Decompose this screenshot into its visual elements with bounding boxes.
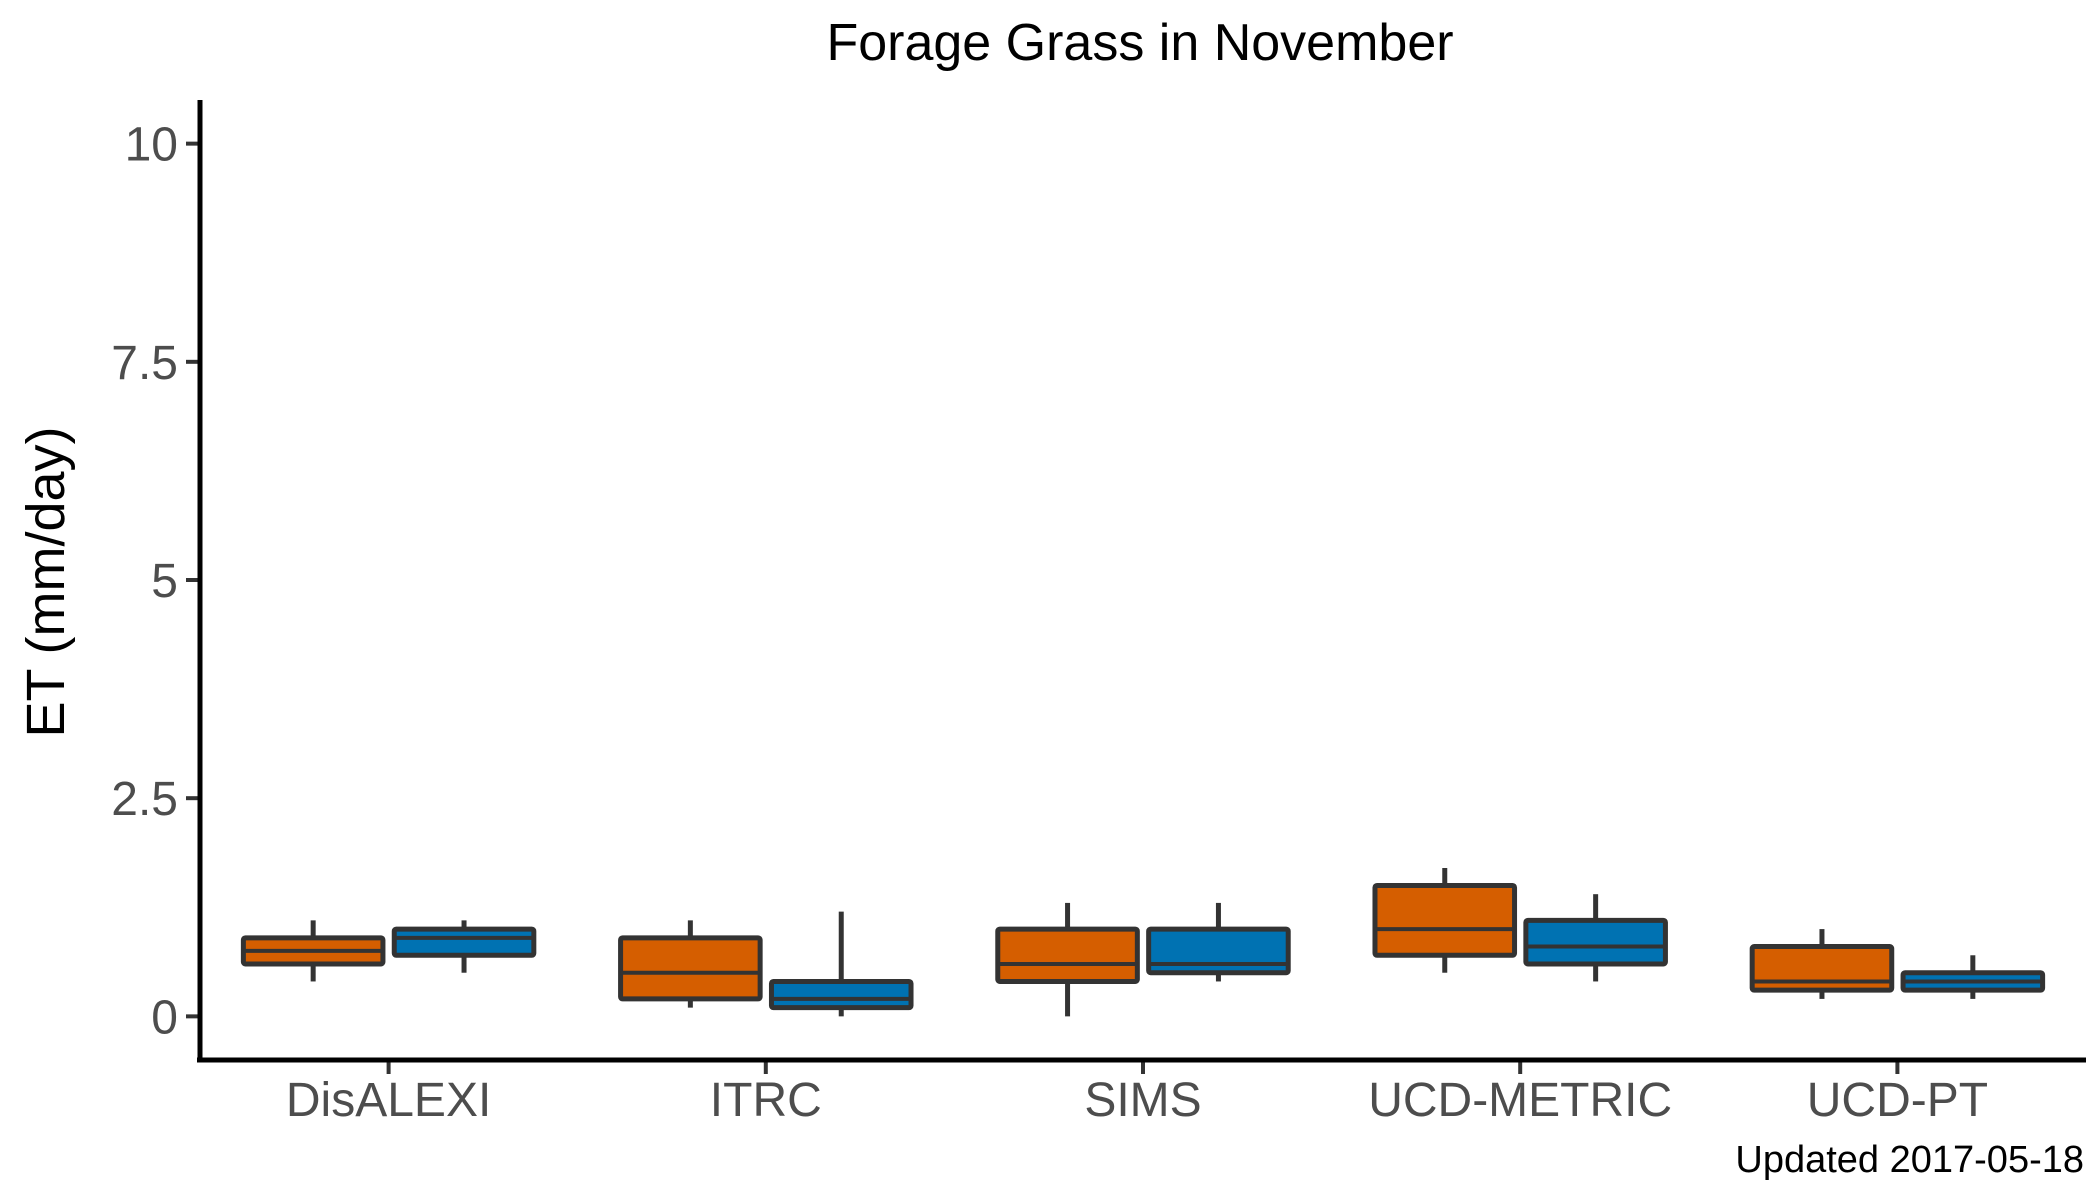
y-tick-label: 10 <box>125 119 178 172</box>
x-tick-label: SIMS <box>1084 1074 1201 1127</box>
chart-title: Forage Grass in November <box>826 14 1453 72</box>
box-body <box>1372 882 1518 958</box>
box-body <box>1146 926 1291 976</box>
box-disalexi-series-2 <box>391 920 537 973</box>
box-body <box>391 926 537 958</box>
x-tick-label: UCD-PT <box>1807 1074 1988 1127</box>
x-tick-label: DisALEXI <box>286 1074 491 1127</box>
y-tick-label: 2.5 <box>111 773 178 826</box>
x-axis-ticks: DisALEXI ITRC SIMS UCD-METRIC UCD-PT <box>286 1060 1988 1127</box>
box-ucd-pt-series-2 <box>1900 955 2046 999</box>
y-tick-label: 7.5 <box>111 337 178 390</box>
box-ucd-pt-series-1 <box>1749 929 1895 999</box>
box-ucd-metric-series-2 <box>1523 894 1668 982</box>
box-itrc-series-2 <box>768 911 914 1017</box>
y-tick-label: 0 <box>151 991 178 1044</box>
box-plots <box>240 868 2046 1017</box>
box-sims-series-2 <box>1146 902 1291 982</box>
x-tick-label: ITRC <box>710 1074 822 1127</box>
x-tick-label: UCD-METRIC <box>1368 1074 1672 1127</box>
updated-caption: Updated 2017-05-18 <box>1735 1139 2084 1181</box>
box-ucd-metric-series-1 <box>1372 868 1518 973</box>
box-body <box>768 978 914 1011</box>
box-body <box>995 926 1140 984</box>
box-body <box>618 935 763 1002</box>
box-sims-series-1 <box>995 902 1140 1017</box>
box-body <box>1523 917 1668 967</box>
box-disalexi-series-1 <box>240 920 386 982</box>
box-itrc-series-1 <box>618 920 763 1008</box>
y-tick-label: 5 <box>151 555 178 608</box>
y-axis-ticks: 0 2.5 5 7.5 10 <box>111 119 200 1044</box>
box-body <box>1749 944 1895 993</box>
y-axis-title: ET (mm/day) <box>16 426 76 737</box>
